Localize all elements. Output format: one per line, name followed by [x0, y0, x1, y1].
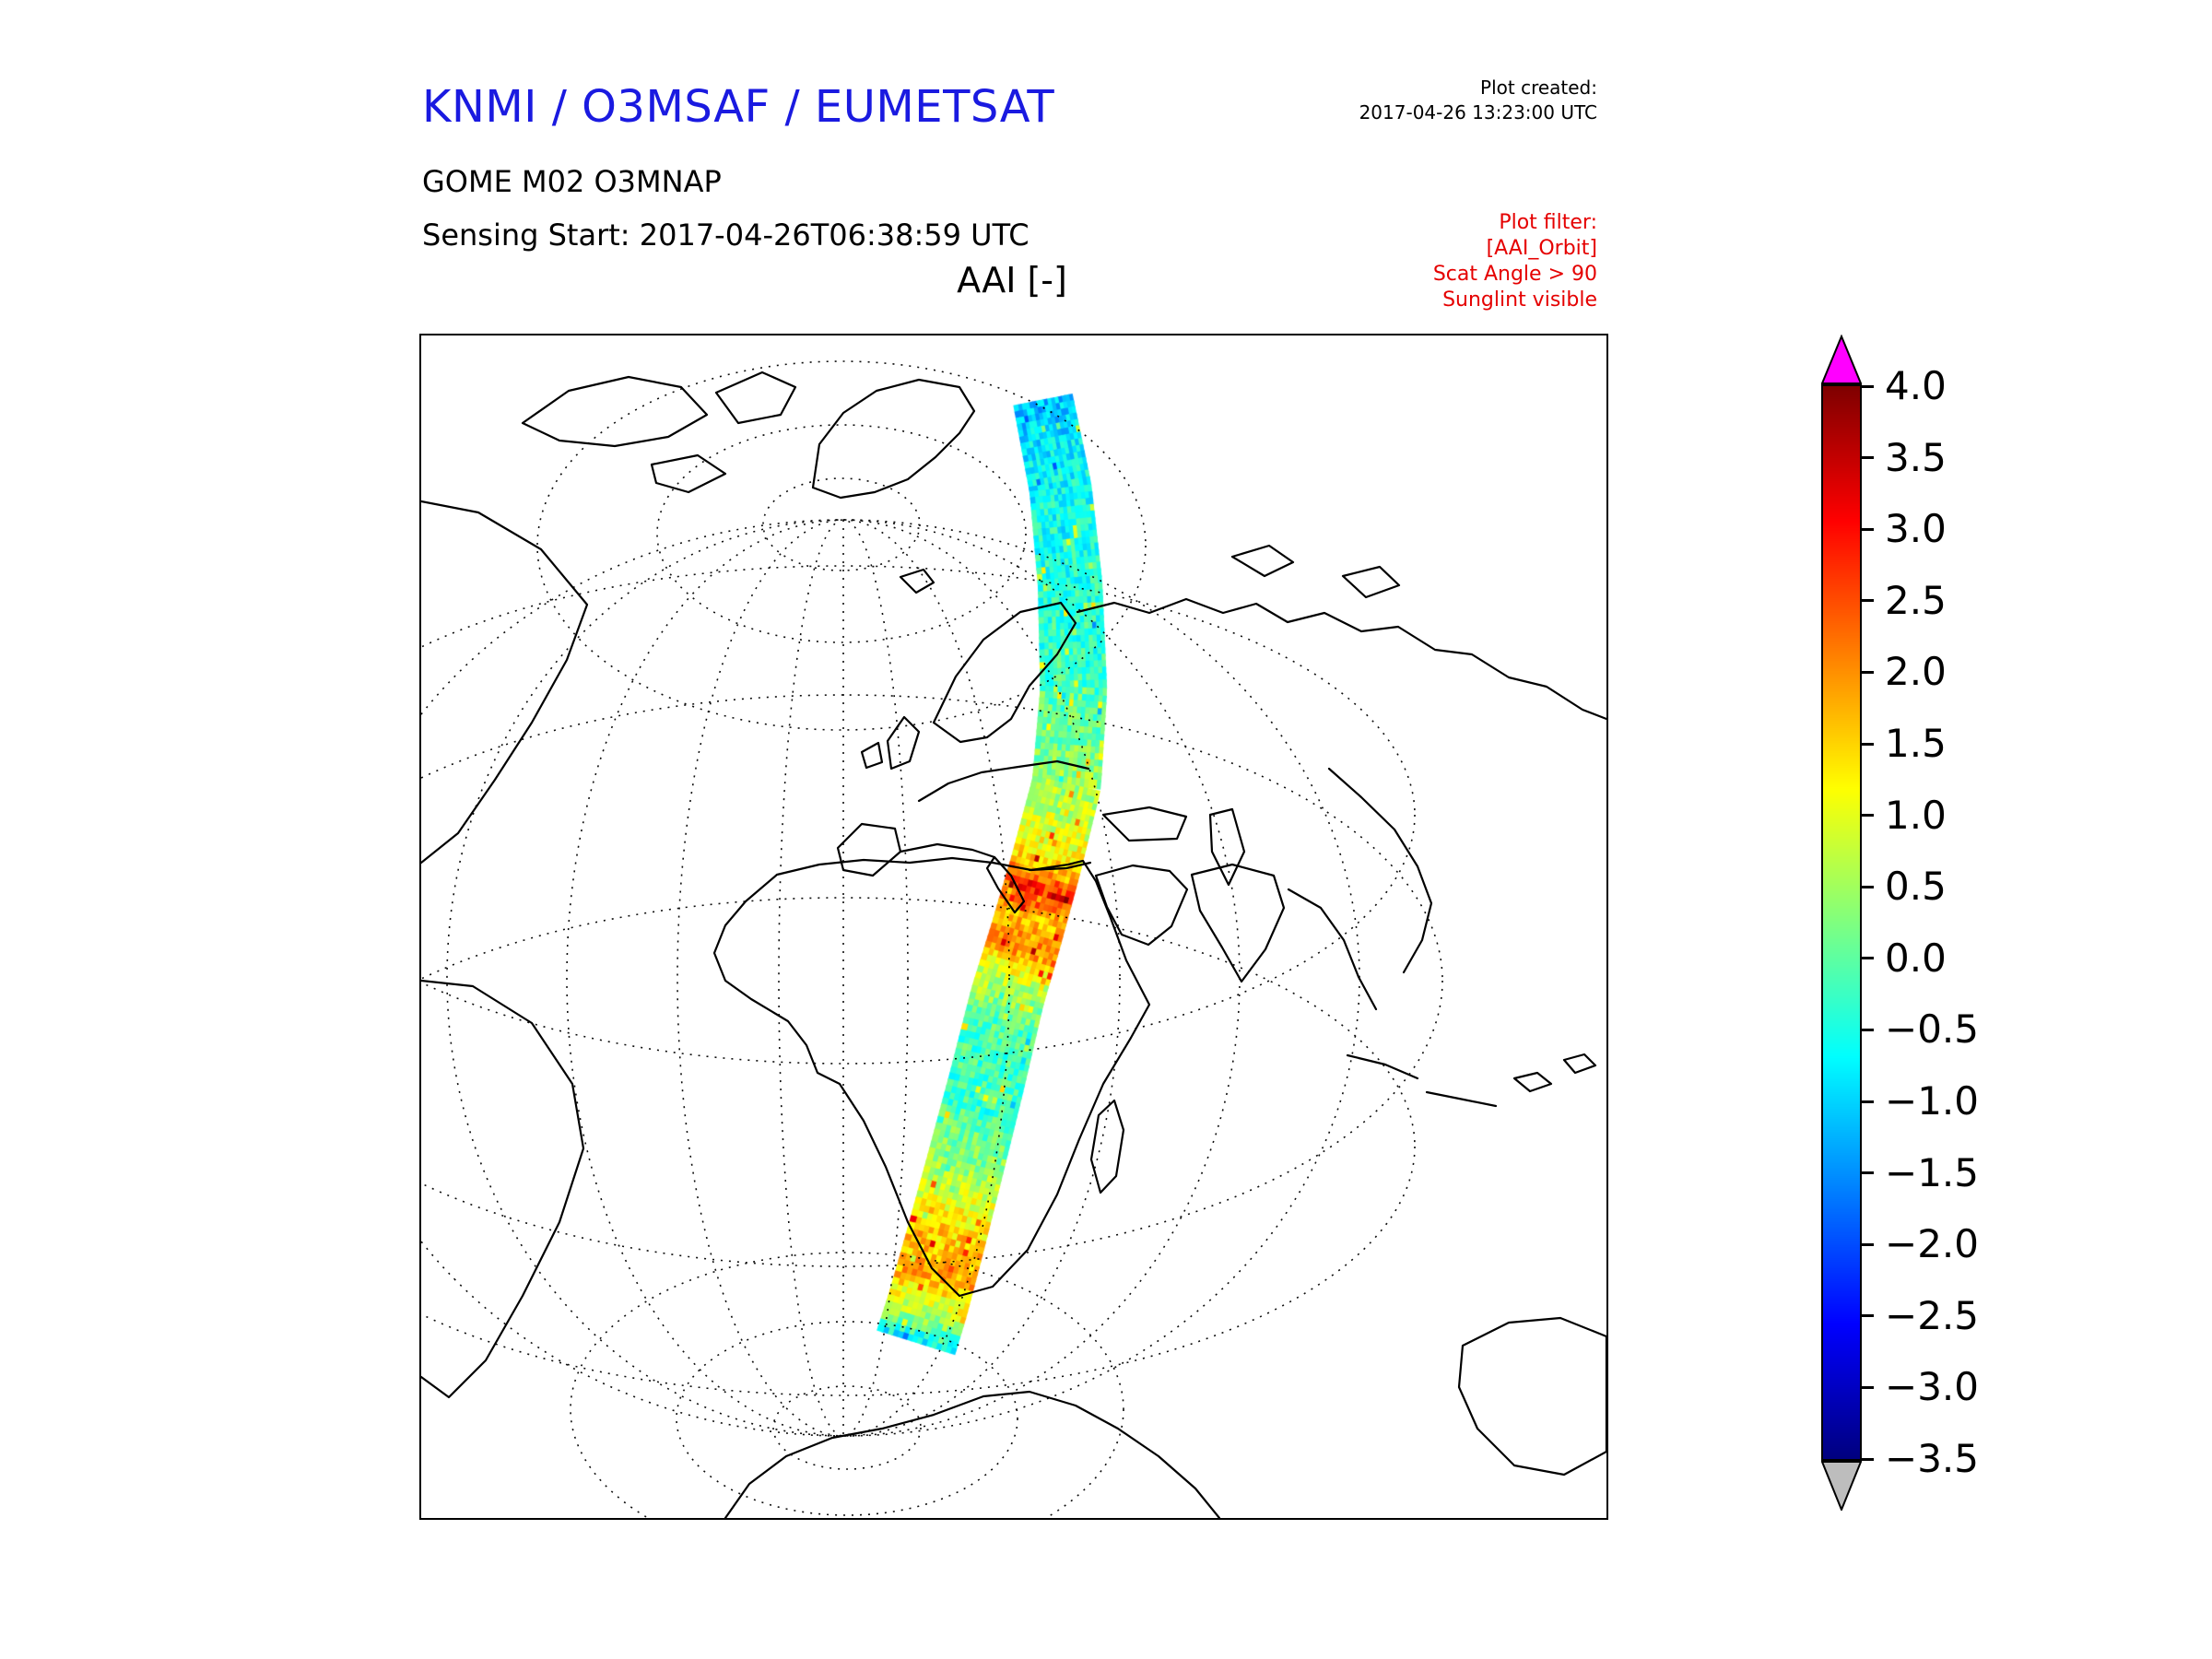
- indonesia-outline: [1346, 1053, 1419, 1080]
- colorbar-tick-label: −2.5: [1885, 1292, 1979, 1338]
- sensing-start: Sensing Start: 2017-04-26T06:38:59 UTC: [422, 218, 1030, 253]
- colorbar-tick-label: −1.0: [1885, 1078, 1979, 1124]
- black-sea-outline: [1101, 806, 1188, 842]
- page-title: KNMI / O3MSAF / EUMETSAT: [422, 81, 1055, 133]
- iberia-outline: [836, 822, 902, 877]
- under-range-triangle: [1821, 1461, 1862, 1511]
- madagascar-outline: [1089, 1099, 1125, 1194]
- arctic-islands-outline: [650, 453, 727, 494]
- colorbar-tick-mark: [1862, 1028, 1874, 1031]
- continent-outlines: [421, 371, 1606, 1518]
- colorbar-tick-label: −0.5: [1885, 1006, 1979, 1053]
- plot-created-value: 2017-04-26 13:23:00 UTC: [1359, 101, 1597, 124]
- greenland-outline: [811, 378, 976, 500]
- map-frame: [419, 334, 1608, 1520]
- south-america-outline: [421, 979, 585, 1399]
- north-america-outline: [421, 500, 589, 865]
- europe-coast: [917, 759, 1090, 803]
- mediterranean-coast: [899, 842, 996, 859]
- plot-filter-block: Plot filter: [AAI_Orbit] Scat Angle > 90…: [1433, 210, 1597, 313]
- colorbar-tick-mark: [1862, 1457, 1874, 1461]
- colorbar-tick-label: −1.5: [1885, 1149, 1979, 1195]
- graticule-lines: [421, 360, 1443, 1518]
- colorbar-tick-mark: [1862, 885, 1874, 888]
- colorbar-tick-mark: [1862, 599, 1874, 603]
- colorbar-tick-mark: [1862, 527, 1874, 531]
- colorbar-scale: 4.0 3.5 3.0 2.5 2.0 1.5 1.0 0.5 0.0 −0.5 −1.0 −1.5 −…: [1797, 332, 2212, 1558]
- colorbar-tick-label: −3.5: [1885, 1436, 1979, 1481]
- world-map: [421, 360, 1606, 1518]
- colorbar-over-arrow: [1821, 335, 1862, 384]
- australia-outline: [1457, 1316, 1606, 1477]
- colorbar-tick-mark: [1862, 1314, 1874, 1318]
- british-isles-outline: [860, 741, 884, 770]
- colorbar-tick-mark: [1862, 1100, 1874, 1103]
- india-outline: [1190, 863, 1286, 983]
- indonesia-outline: [1512, 1071, 1553, 1093]
- over-range-triangle: [1821, 335, 1862, 384]
- colorbar-tick-label: 0.5: [1885, 864, 1947, 910]
- colorbar-tick-mark: [1862, 670, 1874, 674]
- iceland-outline: [899, 568, 935, 594]
- caspian-sea-outline: [1208, 807, 1246, 887]
- indonesia-outline: [1562, 1053, 1597, 1075]
- colorbar-under-arrow: [1821, 1461, 1862, 1511]
- colorbar-tick-label: 1.0: [1885, 792, 1947, 838]
- colorbar-tick-label: 0.0: [1885, 935, 1947, 981]
- colorbar-tick-label: −3.0: [1885, 1364, 1979, 1410]
- colorbar-tick-mark: [1862, 1385, 1874, 1389]
- colorbar-tick-mark: [1862, 814, 1874, 818]
- colorbar-tick-label: 1.5: [1885, 721, 1947, 766]
- product-name: GOME M02 O3MNAP: [422, 164, 722, 199]
- colorbar-tick-mark: [1862, 384, 1874, 388]
- indochina-coast: [1287, 888, 1378, 1011]
- colorbar-tick-label: 3.5: [1885, 434, 1947, 480]
- colorbar-tick-label: 2.5: [1885, 577, 1947, 623]
- italy-outline: [985, 855, 1026, 914]
- colorbar-tick-label: 2.0: [1885, 649, 1947, 695]
- british-isles-outline: [886, 715, 921, 771]
- antarctica-outline: [724, 1390, 1221, 1518]
- colorbar-gradient: [1821, 384, 1862, 1461]
- arabia-outline: [1094, 864, 1189, 947]
- colorbar-tick-mark: [1862, 1242, 1874, 1246]
- africa-outline: [712, 856, 1151, 1298]
- indonesia-outline: [1425, 1090, 1498, 1108]
- asia-north-coast: [1076, 597, 1606, 721]
- arctic-islands-outline: [521, 375, 709, 448]
- plot-filter-line: [AAI_Orbit]: [1486, 237, 1597, 260]
- colorbar-tick-mark: [1862, 742, 1874, 746]
- plot-created-block: Plot created: 2017-04-26 13:23:00 UTC: [1359, 76, 1597, 125]
- east-asia-coast: [1327, 767, 1433, 974]
- plot-filter-line: Sunglint visible: [1442, 288, 1597, 312]
- colorbar-tick-label: 4.0: [1885, 363, 1947, 408]
- colorbar-tick-label: −2.0: [1885, 1221, 1979, 1267]
- plot-filter-line: Plot filter:: [1499, 211, 1597, 234]
- plot-created-label: Plot created:: [1480, 76, 1597, 99]
- arctic-islands-outline: [1341, 565, 1401, 599]
- scandinavia-outline: [932, 601, 1077, 744]
- colorbar-tick-mark: [1862, 456, 1874, 460]
- colorbar-tick-mark: [1862, 1171, 1874, 1175]
- colorbar: 4.0 3.5 3.0 2.5 2.0 1.5 1.0 0.5 0.0 −0.5 −1.0 −1.5 −…: [1797, 332, 2212, 1558]
- colorbar-tick-label: 3.0: [1885, 506, 1947, 552]
- arctic-islands-outline: [714, 371, 797, 425]
- plot-filter-line: Scat Angle > 90: [1432, 263, 1597, 286]
- arctic-islands-outline: [1230, 544, 1295, 578]
- map-title: AAI [-]: [957, 260, 1067, 300]
- colorbar-tick-mark: [1862, 957, 1874, 960]
